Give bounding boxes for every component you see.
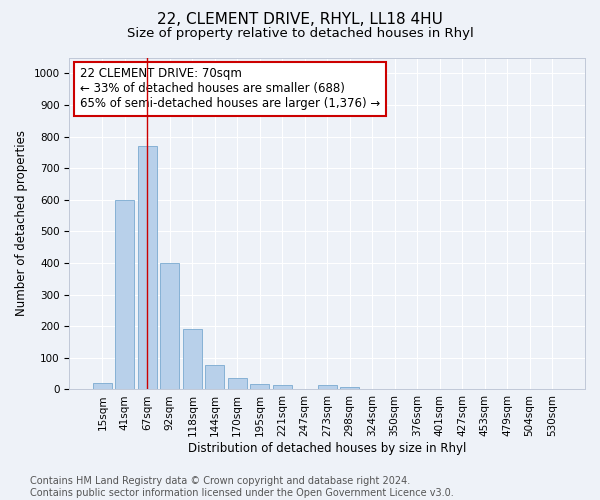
Bar: [115, 200, 134, 390]
Text: 22 CLEMENT DRIVE: 70sqm
← 33% of detached houses are smaller (688)
65% of semi-d: 22 CLEMENT DRIVE: 70sqm ← 33% of detache…: [80, 68, 380, 110]
Bar: [272, 386, 292, 390]
Bar: [205, 365, 224, 390]
Bar: [93, 383, 112, 390]
Text: Size of property relative to detached houses in Rhyl: Size of property relative to detached ho…: [127, 28, 473, 40]
Bar: [183, 330, 202, 390]
Bar: [317, 386, 337, 390]
Text: 22, CLEMENT DRIVE, RHYL, LL18 4HU: 22, CLEMENT DRIVE, RHYL, LL18 4HU: [157, 12, 443, 28]
Bar: [160, 263, 179, 390]
X-axis label: Distribution of detached houses by size in Rhyl: Distribution of detached houses by size …: [188, 442, 466, 455]
Bar: [250, 384, 269, 390]
Bar: [138, 146, 157, 390]
Bar: [340, 387, 359, 390]
Bar: [228, 378, 247, 390]
Y-axis label: Number of detached properties: Number of detached properties: [15, 130, 28, 316]
Text: Contains HM Land Registry data © Crown copyright and database right 2024.
Contai: Contains HM Land Registry data © Crown c…: [30, 476, 454, 498]
